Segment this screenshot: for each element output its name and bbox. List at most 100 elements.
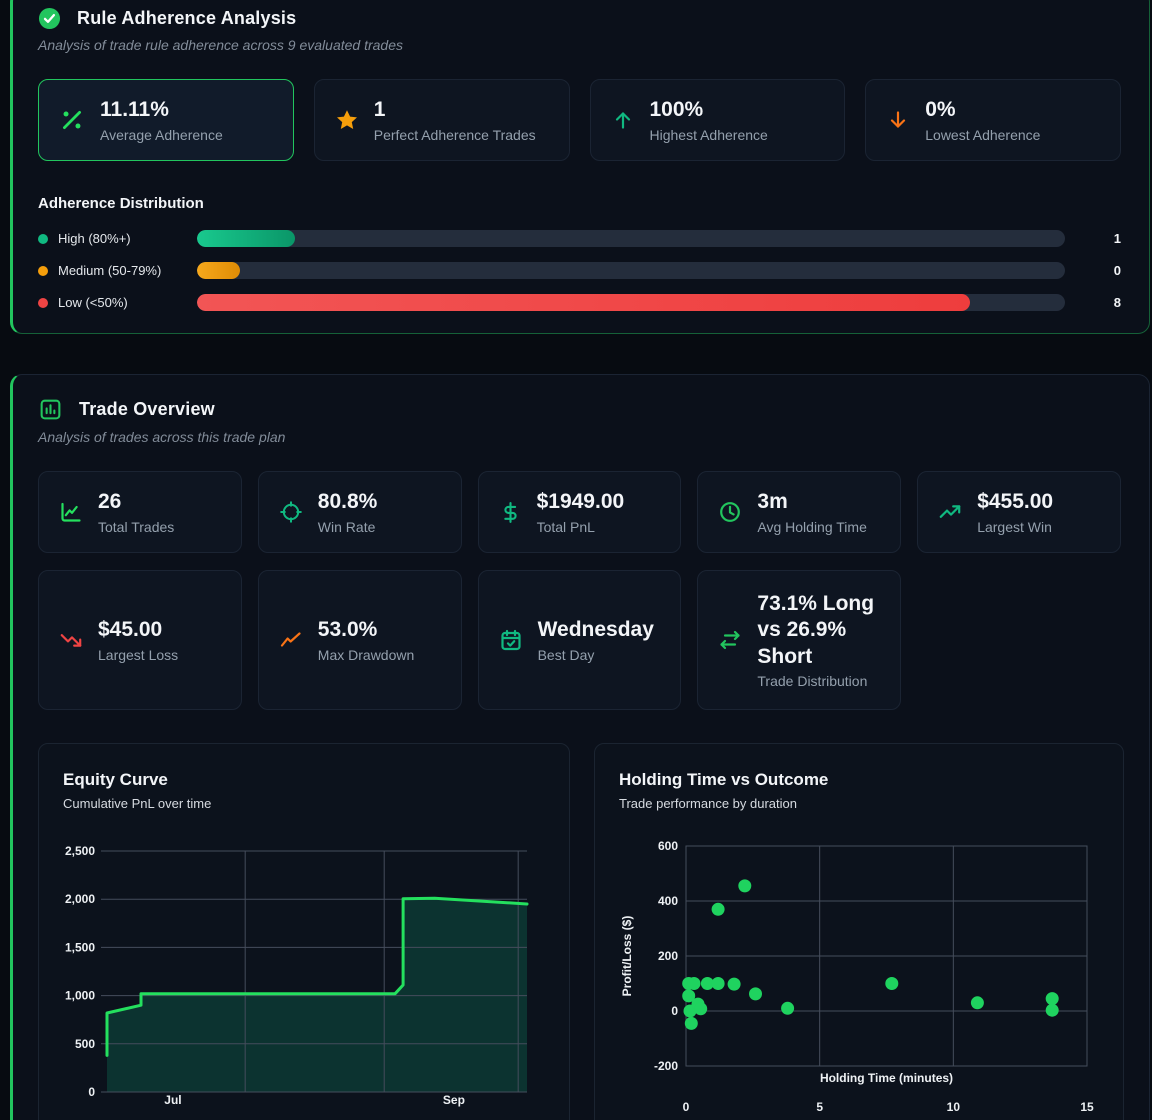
stat-label: Perfect Adherence Trades [373, 126, 536, 143]
stat-label: Largest Loss [98, 646, 179, 663]
chart-subtitle: Cumulative PnL over time [63, 796, 212, 811]
stat-card-perfect-adherence: 1 Perfect Adherence Trades [313, 79, 570, 161]
stat-label: Lowest Adherence [925, 126, 1041, 143]
distribution-bar-high [197, 230, 296, 247]
stat-card-largest-win: $455.00 Largest Win [917, 471, 1121, 553]
stat-value: $455.00 [977, 490, 1054, 514]
svg-text:Sep: Sep [443, 1093, 465, 1107]
trending-down-icon [59, 628, 83, 652]
svg-text:500: 500 [75, 1037, 95, 1051]
stat-label: Best Day [537, 646, 595, 663]
arrow-down-icon [886, 108, 910, 132]
svg-text:200: 200 [658, 949, 678, 963]
stat-card-average-adherence: 11.11% Average Adherence [38, 79, 294, 161]
stat-value: 100% [649, 98, 704, 122]
stat-value: 80.8% [317, 490, 378, 514]
zigzag-icon [279, 628, 303, 652]
star-icon [335, 108, 359, 132]
arrows-left-right-icon [718, 628, 742, 652]
stat-card-avg-holding-time: 3m Avg Holding Time [697, 471, 902, 553]
stat-value: 11.11% [100, 98, 169, 122]
svg-text:5: 5 [816, 1100, 823, 1114]
svg-text:0: 0 [88, 1085, 95, 1099]
svg-text:15: 15 [1080, 1100, 1094, 1114]
svg-text:400: 400 [658, 894, 678, 908]
distribution-label: Low (<50%) [58, 295, 128, 310]
stat-value: 53.0% [317, 618, 378, 642]
distribution-bar-medium [197, 262, 240, 279]
overview-stat-cards-row2: $45.00 Largest Loss 53.0% Max Drawdown [38, 570, 1121, 710]
svg-text:10: 10 [947, 1100, 961, 1114]
bar-chart-icon [38, 397, 63, 422]
overview-stat-cards-row1: 26 Total Trades 80.8% Win Rate [38, 471, 1121, 553]
stat-label: Highest Adherence [649, 126, 768, 143]
svg-text:-200: -200 [654, 1059, 678, 1073]
stat-label: Total Trades [98, 518, 175, 535]
distribution-rows: High (80%+) 1 Medium (50-79%) 0 Low (<50… [38, 230, 1121, 311]
stat-value: 0% [925, 98, 956, 122]
svg-text:Holding Time (minutes): Holding Time (minutes) [820, 1071, 953, 1085]
calendar-check-icon [499, 628, 523, 652]
stat-label: Trade Distribution [757, 672, 868, 689]
check-circle-icon [38, 7, 61, 30]
stat-label: Win Rate [317, 518, 376, 535]
distribution-value: 1 [1113, 231, 1121, 246]
distribution-bar-low [197, 294, 970, 311]
charts-row: Equity Curve Cumulative PnL over time 0 5… [38, 743, 1124, 1120]
stat-value: 1 [373, 98, 386, 122]
crosshair-icon [279, 500, 303, 524]
distribution-bar-track [197, 262, 1065, 279]
medium-dot-icon [38, 265, 48, 276]
chart-line-icon [59, 500, 83, 524]
holding-time-scatter-plot: -200 0 200 400 600 0 5 10 15 Holding Time (minute… [619, 825, 1099, 1120]
svg-text:2,000: 2,000 [65, 892, 95, 906]
svg-text:600: 600 [658, 839, 678, 853]
distribution-row-low: Low (<50%) 8 [38, 294, 1121, 311]
svg-text:1,500: 1,500 [65, 940, 95, 954]
trade-overview-panel: Trade Overview Analysis of trades across… [10, 374, 1150, 1120]
distribution-row-medium: Medium (50-79%) 0 [38, 262, 1121, 279]
trending-up-icon [938, 500, 962, 524]
stat-card-total-pnl: $1949.00 Total PnL [477, 471, 682, 553]
stat-value: $45.00 [98, 618, 163, 642]
stat-value: 73.1% Long vs 26.9% Short [757, 592, 875, 668]
rule-adherence-panel: Rule Adherence Analysis Analysis of trad… [10, 0, 1150, 334]
distribution-value: 0 [1113, 263, 1121, 278]
stat-card-total-trades: 26 Total Trades [38, 471, 242, 553]
stat-card-highest-adherence: 100% Highest Adherence [589, 79, 846, 161]
equity-curve-chart-card: Equity Curve Cumulative PnL over time 0 5… [38, 743, 570, 1120]
dollar-sign-icon [499, 501, 522, 524]
svg-text:Jul: Jul [164, 1093, 181, 1107]
distribution-bar-track [197, 294, 1065, 311]
svg-text:0: 0 [671, 1004, 678, 1018]
svg-text:Profit/Loss ($): Profit/Loss ($) [620, 916, 634, 997]
stat-value: $1949.00 [536, 490, 625, 514]
stat-value: 26 [98, 490, 122, 514]
stat-label: Largest Win [977, 518, 1052, 535]
stat-card-lowest-adherence: 0% Lowest Adherence [865, 79, 1121, 161]
stat-card-max-drawdown: 53.0% Max Drawdown [257, 570, 462, 710]
distribution-row-high: High (80%+) 1 [38, 230, 1121, 247]
svg-text:0: 0 [683, 1100, 690, 1114]
stat-card-trade-distribution: 73.1% Long vs 26.9% Short Trade Distribu… [697, 570, 902, 710]
clock-icon [718, 500, 742, 524]
stat-label: Max Drawdown [317, 646, 415, 663]
stat-card-best-day: Wednesday Best Day [477, 570, 682, 710]
chart-subtitle: Trade performance by duration [619, 796, 798, 811]
distribution-value: 8 [1113, 295, 1121, 310]
stat-value: Wednesday [537, 618, 654, 642]
stat-card-win-rate: 80.8% Win Rate [257, 471, 462, 553]
stat-card-largest-loss: $45.00 Largest Loss [38, 570, 242, 710]
panel-title: Rule Adherence Analysis [77, 8, 297, 28]
adherence-stat-cards: 11.11% Average Adherence 1 Perfect Adher… [38, 79, 1121, 161]
stat-label: Total PnL [536, 518, 595, 535]
distribution-label: High (80%+) [58, 231, 131, 246]
chart-title: Equity Curve [63, 770, 168, 789]
distribution-bar-track [197, 230, 1065, 247]
stat-value: 3m [757, 490, 788, 514]
panel-subtitle: Analysis of trades across this trade pla… [38, 429, 286, 445]
svg-text:2,500: 2,500 [65, 844, 95, 858]
holding-time-chart-card: Holding Time vs Outcome Trade performanc… [594, 743, 1124, 1120]
high-dot-icon [38, 233, 48, 244]
stat-label: Average Adherence [100, 126, 223, 143]
